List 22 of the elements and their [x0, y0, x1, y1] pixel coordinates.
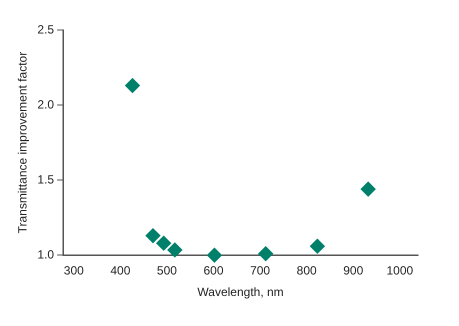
x-tick-label: 800 — [296, 264, 318, 278]
x-tick-label: 900 — [343, 264, 364, 278]
y-tick-label: 1.5 — [37, 172, 54, 186]
x-axis-title: Wavelength, nm — [197, 285, 284, 300]
point — [124, 78, 140, 94]
point — [206, 248, 222, 263]
point — [167, 242, 182, 258]
point — [258, 246, 274, 262]
x-tick-label: 400 — [110, 264, 131, 278]
x-tick-label: 500 — [156, 264, 178, 278]
y-tick-label: 2.5 — [37, 22, 54, 36]
y-tick-label: 2.0 — [37, 97, 54, 112]
y-tick-label: 1.0 — [37, 248, 54, 262]
x-tick-label: 600 — [204, 264, 224, 278]
y-axis-title: Transmittance improvement factor — [16, 52, 30, 234]
x-tick-label: 300 — [64, 264, 84, 278]
point — [310, 238, 325, 254]
x-tick-label: 700 — [250, 264, 270, 278]
point — [156, 236, 172, 251]
x-tick-label: 1000 — [386, 264, 414, 278]
point — [360, 182, 376, 197]
point — [145, 228, 160, 244]
